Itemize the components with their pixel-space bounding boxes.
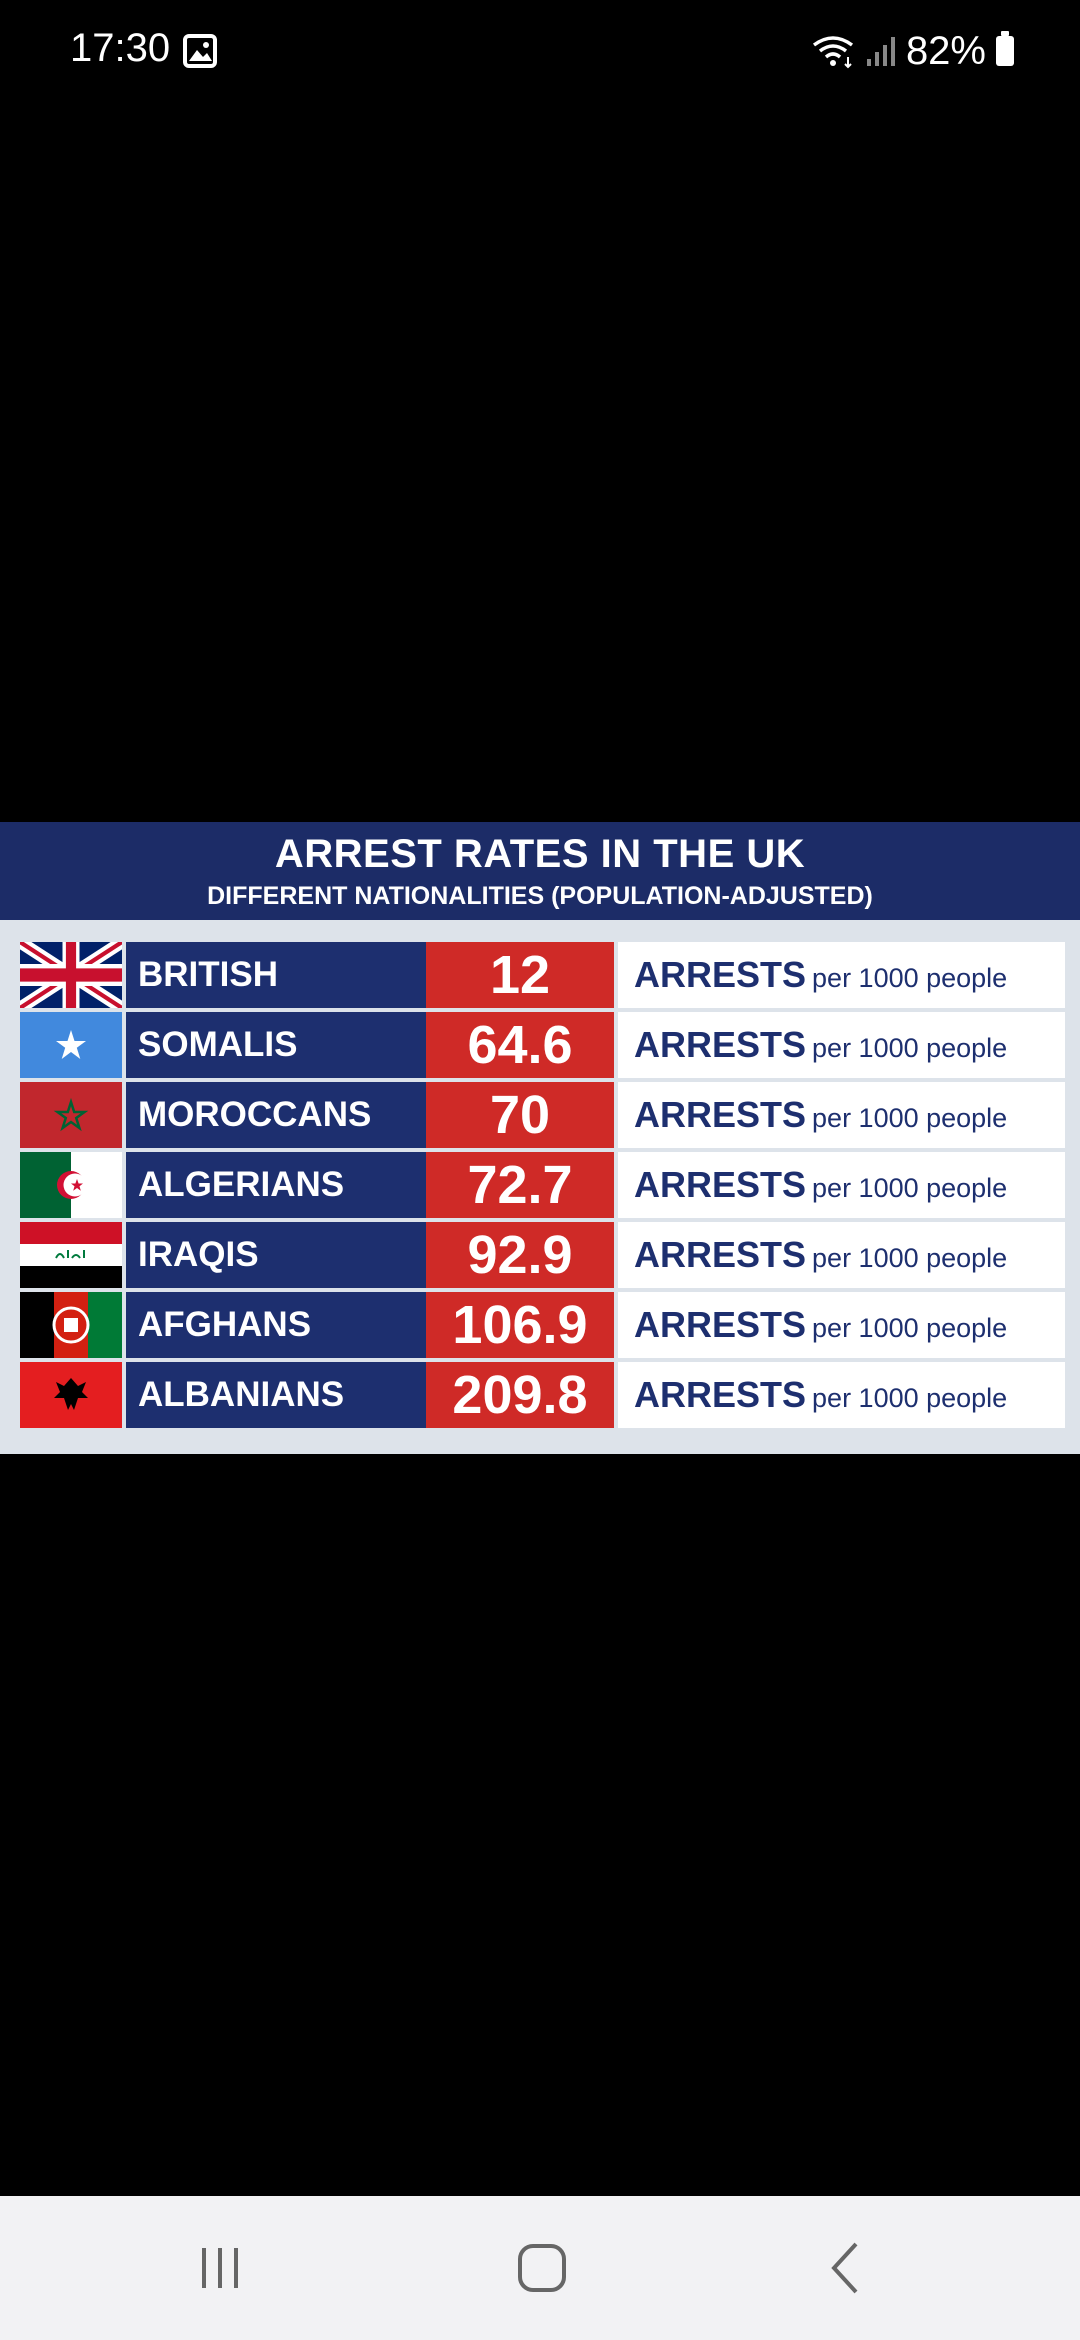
unit-main: ARRESTS [634,1234,807,1275]
rate-value: 209.8 [426,1362,614,1428]
rate-value: 92.9 [426,1222,614,1288]
infographic-title: ARREST RATES IN THE UK [274,832,806,876]
unit-label: ARRESTS per 1000 people [618,1012,1065,1078]
unit-main: ARRESTS [634,1374,807,1415]
nationality-label: SOMALIS [126,1012,426,1078]
rate-value: 106.9 [426,1292,614,1358]
recent-apps-button[interactable] [180,2238,260,2298]
status-time: 17:30 [70,26,171,70]
rate-value: 72.7 [426,1152,614,1218]
signal-icon [866,37,895,66]
morocco-flag-icon [20,1082,122,1148]
status-right: 82% [810,26,1014,76]
unit-sub: per 1000 people [812,1243,1008,1273]
nationality-label: AFGHANS [126,1292,426,1358]
rate-value: 64.6 [426,1012,614,1078]
unit-main: ARRESTS [634,1024,807,1065]
nationality-label: ALBANIANS [126,1362,426,1428]
unit-main: ARRESTS [634,1094,807,1135]
unit-main: ARRESTS [634,1304,807,1345]
unit-sub: per 1000 people [812,1313,1008,1343]
table-row: BRITISH 12 ARRESTS per 1000 people [20,942,1065,1008]
unit-sub: per 1000 people [812,963,1008,993]
unit-label: ARRESTS per 1000 people [618,1292,1065,1358]
table-row: AFGHANS 106.9 ARRESTS per 1000 people [20,1292,1065,1358]
recent-apps-icon [202,2248,238,2288]
unit-sub: per 1000 people [812,1173,1008,1203]
nationality-label: MOROCCANS [126,1082,426,1148]
uk-flag-icon [20,942,122,1008]
unit-label: ARRESTS per 1000 people [618,1082,1065,1148]
battery-percent: 82% [905,28,986,73]
navigation-bar [0,2196,1080,2340]
home-icon [518,2244,566,2292]
infographic-header: ARREST RATES IN THE UK DIFFERENT NATIONA… [0,822,1080,920]
unit-main: ARRESTS [634,1164,807,1205]
table-row: MOROCCANS 70 ARRESTS per 1000 people [20,1082,1065,1148]
albania-flag-icon [20,1362,122,1428]
table-row: ALGERIANS 72.7 ARRESTS per 1000 people [20,1152,1065,1218]
algeria-flag-icon [20,1152,122,1218]
arrest-rates-infographic: ARREST RATES IN THE UK DIFFERENT NATIONA… [0,822,1080,1454]
gallery-icon [183,34,217,68]
unit-label: ARRESTS per 1000 people [618,1362,1065,1428]
rate-value: 12 [426,942,614,1008]
status-bar: 17:30 82% [0,0,1080,104]
wifi-icon [812,36,853,69]
unit-sub: per 1000 people [812,1383,1008,1413]
afghanistan-flag-icon [20,1292,122,1358]
nationality-label: BRITISH [126,942,426,1008]
unit-label: ARRESTS per 1000 people [618,1222,1065,1288]
nationality-label: ALGERIANS [126,1152,426,1218]
iraq-flag-icon [20,1222,122,1288]
unit-sub: per 1000 people [812,1033,1008,1063]
table-row: SOMALIS 64.6 ARRESTS per 1000 people [20,1012,1065,1078]
unit-label: ARRESTS per 1000 people [618,1152,1065,1218]
infographic-subtitle: DIFFERENT NATIONALITIES (POPULATION-ADJU… [207,882,873,910]
nationality-label: IRAQIS [126,1222,426,1288]
table-row: ALBANIANS 209.8 ARRESTS per 1000 people [20,1362,1065,1428]
rate-value: 70 [426,1082,614,1148]
unit-sub: per 1000 people [812,1103,1008,1133]
back-icon [831,2242,858,2294]
unit-label: ARRESTS per 1000 people [618,942,1065,1008]
somalia-flag-icon [20,1012,122,1078]
home-button[interactable] [502,2238,582,2298]
table-row: IRAQIS 92.9 ARRESTS per 1000 people [20,1222,1065,1288]
battery-icon [996,31,1014,66]
back-button[interactable] [806,2238,886,2298]
unit-main: ARRESTS [634,954,807,995]
